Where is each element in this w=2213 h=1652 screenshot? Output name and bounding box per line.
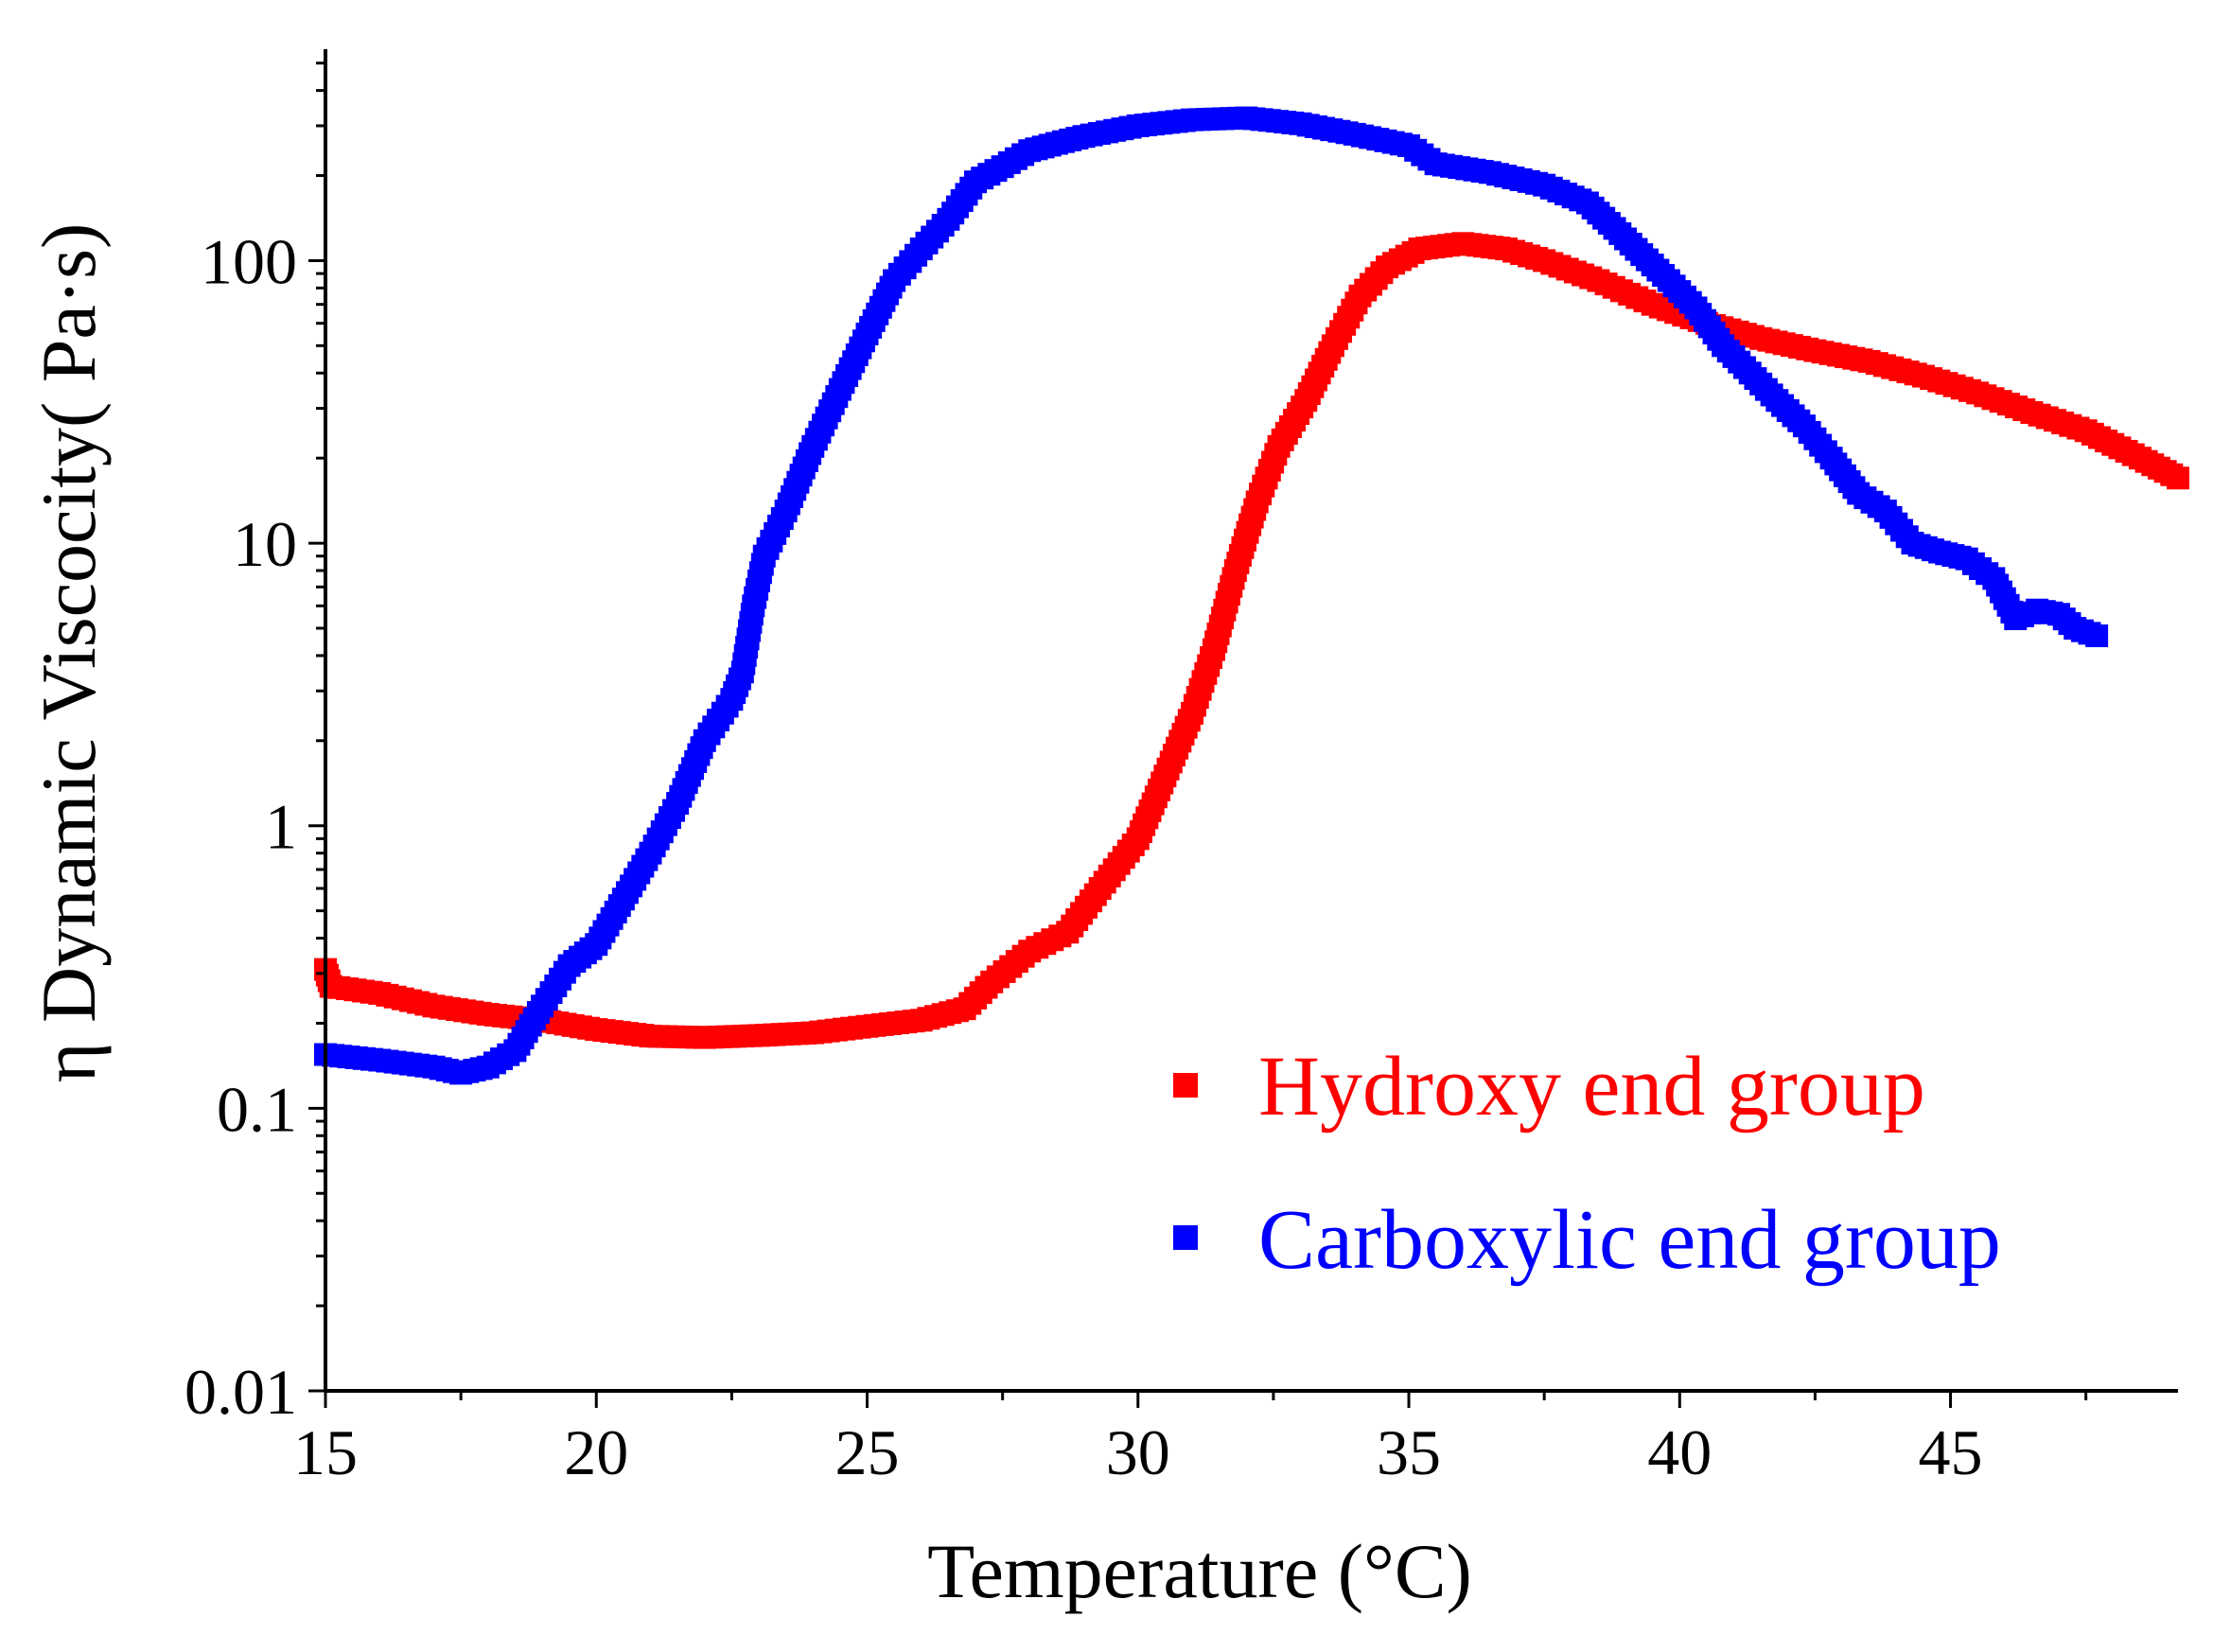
series-1 [314,106,2109,1085]
legend: Hydroxy end group Carboxylic end group [1173,1040,2001,1287]
x-tick-label: 25 [835,1416,900,1488]
x-tick-label: 45 [1919,1416,1983,1488]
legend-label-hydroxy: Hydroxy end group [1258,1040,1925,1134]
data-point [2085,624,2109,648]
axes: 15 20 25 30 35 40 45 0.01 0.1 1 10 100 [184,49,2178,1488]
y-tick-label: 0.01 [184,1356,297,1428]
plot-area [314,106,2189,1085]
y-tick-label: 1 [265,791,297,863]
x-tick-label: 35 [1377,1416,1441,1488]
legend-marker-hydroxy [1173,1073,1198,1098]
legend-marker-carboxylic [1173,1225,1198,1250]
series-0 [314,232,2189,1049]
x-tick-label: 20 [564,1416,628,1488]
y-axis-title: η Dynamic Viscocity( Pa·s) [26,223,112,1083]
y-tick-label: 0.1 [217,1073,297,1145]
x-axis-title: Temperature (°C) [927,1528,1472,1614]
x-tick-label: 30 [1106,1416,1170,1488]
x-tick-label: 15 [293,1416,358,1488]
y-tick-label: 10 [233,508,297,580]
legend-label-carboxylic: Carboxylic end group [1258,1193,2001,1287]
y-tick-label: 100 [201,225,297,297]
x-tick-label: 40 [1647,1416,1712,1488]
data-point [2167,466,2189,490]
